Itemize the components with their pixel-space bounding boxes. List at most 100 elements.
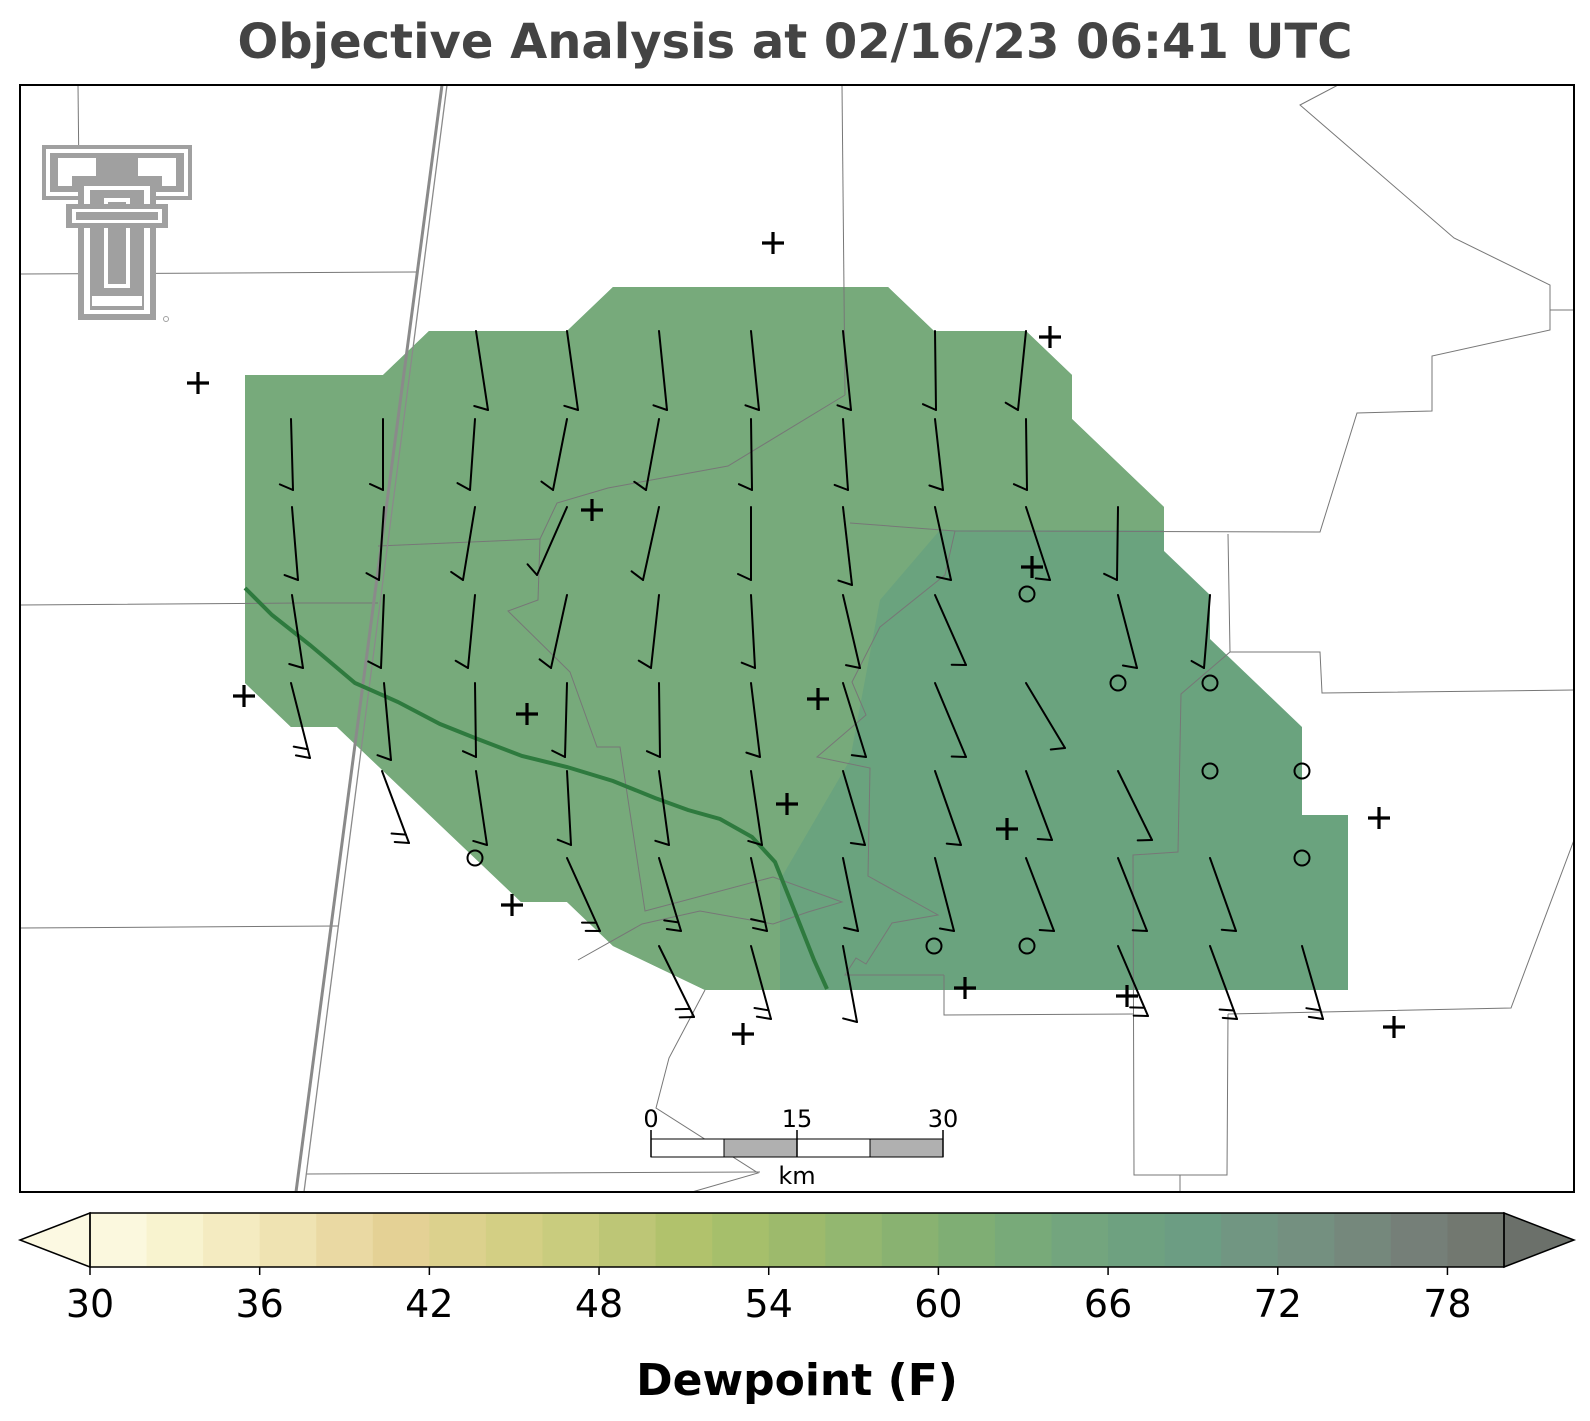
colorbar-cell	[90, 1213, 148, 1267]
wind-barb	[1117, 945, 1149, 1017]
station-plus-marker	[1021, 556, 1043, 578]
dewpoint-fill	[245, 287, 1348, 990]
station-plus-marker	[1039, 326, 1061, 348]
dryline-front	[243, 586, 829, 990]
colorbar-tick-label: 72	[1254, 1282, 1302, 1326]
colorbar-cell	[485, 1213, 544, 1267]
colorbar-cell	[1334, 1213, 1392, 1267]
station-calm-circle	[1018, 937, 1036, 955]
colorbar-tick-label: 36	[236, 1282, 284, 1326]
colorbar-cell	[994, 1213, 1053, 1267]
wind-barb	[365, 506, 385, 581]
map-area[interactable]	[20, 85, 1574, 1192]
station-plus-marker	[516, 703, 538, 725]
colorbar-title: Dewpoint (F)	[636, 1355, 958, 1406]
wind-barb	[645, 682, 661, 758]
wind-barb	[1103, 506, 1119, 581]
colorbar-cell	[599, 1213, 657, 1267]
colorbar-tick-label: 60	[914, 1282, 962, 1326]
colorbar-cell	[1390, 1213, 1449, 1267]
colorbar-cell	[1277, 1213, 1335, 1267]
wind-barb	[637, 594, 660, 669]
wind-barb	[1012, 418, 1028, 491]
wind-barb	[658, 857, 682, 932]
colorbar-tick-label: 78	[1423, 1282, 1471, 1326]
wind-barb	[658, 945, 695, 1019]
wind-barb	[921, 330, 937, 411]
colorbar-cell	[259, 1213, 317, 1267]
wind-barb	[454, 594, 476, 669]
station-plus-marker	[732, 1023, 754, 1045]
wind-barb	[1025, 857, 1055, 932]
colorbar-cell	[938, 1213, 996, 1267]
colorbar-frame	[89, 1212, 1505, 1268]
wind-barb	[928, 418, 944, 491]
scale-bar-tick-label: 0	[643, 1105, 658, 1133]
highway-line	[294, 85, 448, 1192]
map-frame	[19, 84, 1575, 1193]
wind-barb	[842, 682, 867, 758]
station-markers	[187, 232, 1405, 1045]
station-plus-marker	[996, 818, 1018, 840]
scale-bar-tick-label: 30	[928, 1105, 959, 1133]
station-plus-marker	[233, 685, 255, 707]
wind-barb	[1190, 594, 1211, 669]
wind-barb	[737, 506, 752, 581]
colorbar-tick-label: 48	[575, 1282, 623, 1326]
wind-barb	[934, 770, 962, 846]
wind-barb	[278, 418, 294, 491]
wind-barb	[744, 330, 760, 411]
scale-bar: 0 15 30 km	[643, 1105, 958, 1190]
wind-barb	[376, 682, 392, 761]
colorbar-tick-label: 30	[66, 1282, 114, 1326]
colorbar-ticks: 30 36 42 48 54 60 66 72 78	[66, 1267, 1472, 1326]
wind-barb	[1025, 682, 1066, 751]
colorbar-cell	[655, 1213, 713, 1267]
wind-barb	[290, 682, 311, 759]
station-plus-marker	[1116, 985, 1138, 1007]
wind-barb	[740, 594, 756, 669]
station-plus-marker	[762, 232, 784, 254]
wind-barb	[1117, 857, 1148, 932]
page-title: Objective Analysis at 02/16/23 06:41 UTC	[237, 14, 1353, 70]
station-calm-circle	[1293, 762, 1311, 780]
wind-barb	[566, 857, 601, 932]
wind-barb	[369, 418, 384, 491]
wind-barb	[654, 770, 670, 846]
wind-barb	[1004, 330, 1027, 411]
station-calm-circle	[1018, 585, 1036, 603]
wind-barb	[1301, 945, 1324, 1020]
wind-barb	[563, 330, 579, 411]
wind-barb	[1209, 945, 1238, 1020]
wind-barb	[934, 682, 967, 758]
colorbar-cell	[203, 1213, 261, 1267]
colorbar-cell	[1221, 1213, 1279, 1267]
colorbar-over-triangle	[1503, 1211, 1577, 1269]
station-plus-marker	[807, 688, 829, 710]
colorbar-cells	[90, 1213, 1505, 1267]
station-calm-circle	[1201, 762, 1219, 780]
wind-barb	[837, 506, 853, 586]
station-calm-circle	[1109, 674, 1127, 692]
wind-barb	[1025, 506, 1051, 581]
colorbar-cell	[768, 1213, 826, 1267]
wind-barb	[842, 945, 858, 1023]
wind-barbs	[278, 330, 1324, 1023]
wind-barb	[367, 594, 385, 669]
wind-barb	[833, 418, 849, 491]
wind-barb	[1117, 770, 1153, 842]
wind-barb	[836, 330, 852, 411]
scale-bar-segment	[869, 1138, 944, 1158]
wind-barb	[630, 506, 660, 581]
colorbar-cell	[316, 1213, 374, 1267]
texas-tech-double-t-logo	[42, 145, 192, 322]
station-plus-marker	[954, 977, 976, 999]
wind-barb	[652, 330, 668, 411]
colorbar-cell	[1447, 1213, 1505, 1267]
station-plus-marker	[776, 793, 798, 815]
wind-barb	[745, 682, 761, 758]
wind-barb	[538, 594, 568, 669]
wind-barb	[842, 770, 866, 846]
station-calm-circle	[1201, 674, 1219, 692]
